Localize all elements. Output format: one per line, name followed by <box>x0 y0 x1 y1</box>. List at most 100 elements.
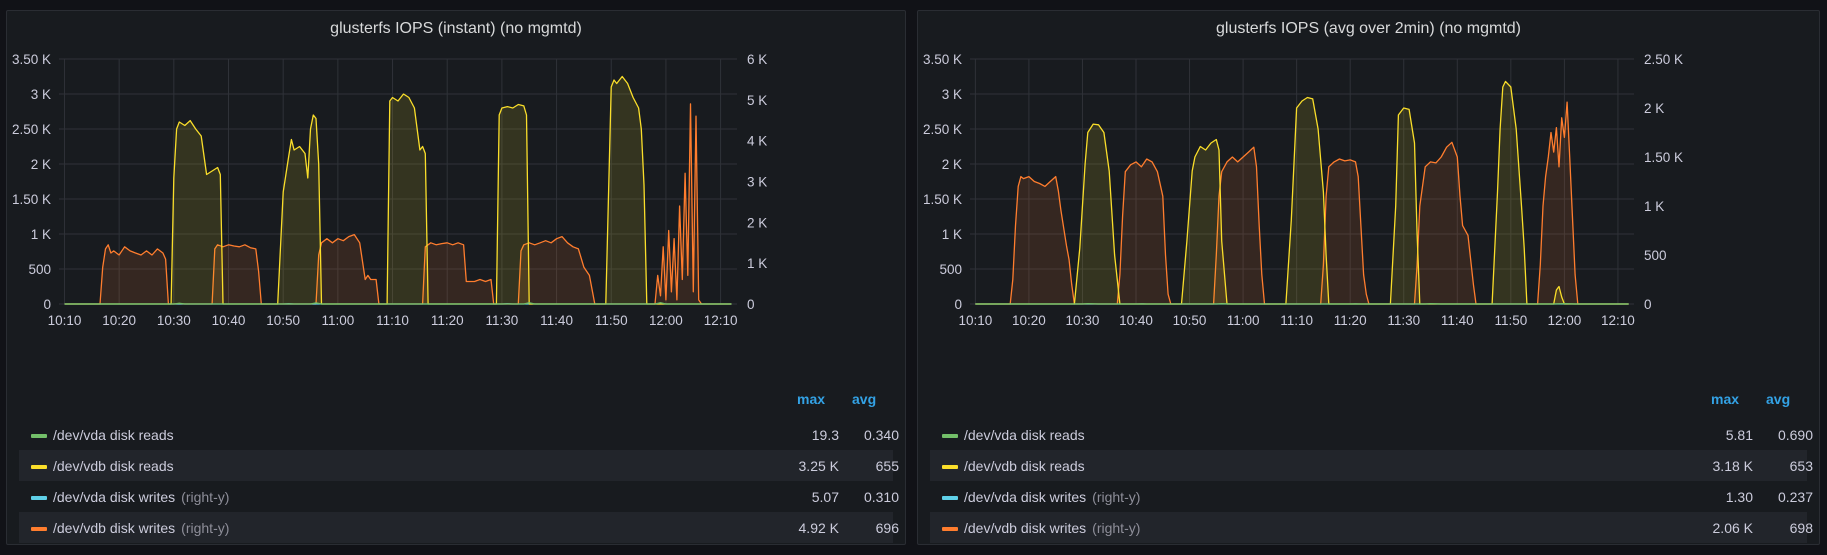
series-name: /dev/vdb disk writes (right-y) <box>53 520 229 536</box>
x-tick-label: 10:20 <box>1012 313 1046 328</box>
series-max: 1.30 <box>1725 489 1753 505</box>
x-tick-label: 11:00 <box>321 313 354 328</box>
series-swatch <box>31 496 47 500</box>
legend-row[interactable]: /dev/vda disk reads 5.81 0.690 <box>930 419 1813 450</box>
series-axis-label: (right-y) <box>1092 520 1141 536</box>
series-max: 5.07 <box>811 489 839 505</box>
x-tick-label: 12:00 <box>1547 313 1581 328</box>
y-right-tick-label: 1 K <box>747 256 767 271</box>
series-swatch <box>31 465 47 469</box>
y-left-tick-label: 0 <box>954 297 962 312</box>
legend-row[interactable]: /dev/vda disk reads 19.3 0.340 <box>19 419 899 450</box>
series-line[interactable] <box>64 103 732 305</box>
y-right-tick-label: 1 K <box>1644 199 1664 214</box>
x-tick-label: 12:10 <box>704 313 738 328</box>
series-max: 4.92 K <box>798 520 839 536</box>
series-name: /dev/vdb disk reads <box>53 458 174 474</box>
legend-row[interactable]: /dev/vdb disk writes (right-y) 4.92 K 696 <box>19 512 899 543</box>
legend: max avg /dev/vda disk reads 19.3 0.340 /… <box>19 391 899 543</box>
x-tick-label: 11:00 <box>1227 313 1260 328</box>
panel-title[interactable]: glusterfs IOPS (instant) (no mgmtd) <box>330 20 582 37</box>
series-swatch <box>942 465 958 469</box>
y-left-tick-label: 1 K <box>31 227 51 242</box>
x-tick-label: 12:10 <box>1601 313 1635 328</box>
panel-title[interactable]: glusterfs IOPS (avg over 2min) (no mgmtd… <box>1216 20 1521 37</box>
series-avg: 0.340 <box>863 427 899 443</box>
x-tick-label: 10:30 <box>1066 313 1100 328</box>
y-left-tick-label: 3 K <box>942 87 962 102</box>
x-tick-label: 10:20 <box>102 313 136 328</box>
y-right-tick-label: 2.50 K <box>1644 52 1683 67</box>
series-avg: 655 <box>875 458 899 474</box>
series-axis-label: (right-y) <box>1092 489 1141 505</box>
legend-avg-header[interactable]: avg <box>1766 391 1791 407</box>
x-tick-label: 11:30 <box>485 313 518 328</box>
series-area <box>64 76 732 304</box>
series-avg: 696 <box>875 520 899 536</box>
y-right-tick-label: 500 <box>1644 248 1667 263</box>
y-right-tick-label: 0 <box>747 297 755 312</box>
series-avg: 698 <box>1789 520 1813 536</box>
x-tick-label: 10:30 <box>157 313 191 328</box>
legend-row[interactable]: /dev/vdb disk reads 3.18 K 653 <box>930 450 1813 481</box>
x-tick-label: 10:10 <box>958 313 992 328</box>
legend-avg-header[interactable]: avg <box>852 391 877 407</box>
series-line[interactable] <box>975 80 1629 305</box>
y-right-tick-label: 2 K <box>1644 101 1664 116</box>
y-left-tick-label: 1 K <box>942 227 962 242</box>
x-tick-label: 10:50 <box>1173 313 1207 328</box>
x-tick-label: 11:40 <box>540 313 573 328</box>
legend-row[interactable]: /dev/vdb disk reads 3.25 K 655 <box>19 450 899 481</box>
y-right-tick-label: 3 K <box>747 175 767 190</box>
series-name: /dev/vdb disk writes (right-y) <box>964 520 1140 536</box>
y-right-tick-label: 5 K <box>747 93 767 108</box>
legend: max avg /dev/vda disk reads 5.81 0.690 /… <box>930 391 1813 543</box>
series-swatch <box>942 527 958 531</box>
y-right-tick-label: 4 K <box>747 134 767 149</box>
series-name: /dev/vda disk writes (right-y) <box>964 489 1140 505</box>
x-tick-label: 12:00 <box>649 313 683 328</box>
x-tick-label: 10:10 <box>48 313 82 328</box>
y-right-tick-label: 2 K <box>747 215 767 230</box>
x-tick-label: 11:10 <box>1280 313 1313 328</box>
chart-instant: 0 500 1 K 1.50 K 2 K 2.50 K 3 K 3.50 K 0 1 K 2 K 3 … <box>12 52 767 328</box>
series-avg: 0.237 <box>1777 489 1813 505</box>
y-left-tick-label: 2.50 K <box>12 122 51 137</box>
series-swatch <box>942 496 958 500</box>
series-area <box>64 103 732 305</box>
legend-max-header[interactable]: max <box>797 391 826 407</box>
y-right-tick-label: 0 <box>1644 297 1652 312</box>
y-left-tick-label: 2 K <box>942 157 962 172</box>
legend-row[interactable]: /dev/vda disk writes (right-y) 5.07 0.310 <box>19 481 899 512</box>
x-tick-label: 11:10 <box>376 313 409 328</box>
series-max: 5.81 <box>1725 427 1753 443</box>
legend-max-header[interactable]: max <box>1711 391 1740 407</box>
series-name: /dev/vda disk reads <box>53 427 174 443</box>
series-max: 19.3 <box>811 427 839 443</box>
y-left-tick-label: 3.50 K <box>12 52 51 67</box>
x-tick-label: 11:20 <box>1334 313 1367 328</box>
series-line[interactable] <box>64 75 732 305</box>
x-tick-label: 11:20 <box>431 313 464 328</box>
y-left-tick-label: 500 <box>28 262 51 277</box>
legend-header: max avg <box>930 391 1807 419</box>
y-right-tick-label: 1.50 K <box>1644 150 1683 165</box>
legend-row[interactable]: /dev/vda disk writes (right-y) 1.30 0.237 <box>930 481 1813 512</box>
panel-instant: glusterfs IOPS (instant) (no mgmtd) 0 500… <box>6 10 906 545</box>
y-left-tick-label: 3 K <box>31 87 51 102</box>
series-avg: 0.310 <box>863 489 899 505</box>
y-right-tick-label: 6 K <box>747 52 767 67</box>
series-label: /dev/vda disk writes <box>964 489 1087 505</box>
chart-avg-2min: 0 500 1 K 1.50 K 2 K 2.50 K 3 K 3.50 K 0 500 1 K 1.… <box>923 52 1683 328</box>
legend-row[interactable]: /dev/vdb disk writes (right-y) 2.06 K 698 <box>930 512 1813 543</box>
series-line[interactable] <box>64 302 732 305</box>
y-left-tick-label: 0 <box>43 297 51 312</box>
series-name: /dev/vda disk writes (right-y) <box>53 489 229 505</box>
legend-header: max avg <box>19 391 893 419</box>
panel-avg-2min: glusterfs IOPS (avg over 2min) (no mgmtd… <box>917 10 1820 545</box>
x-tick-label: 10:50 <box>266 313 300 328</box>
x-tick-label: 10:40 <box>1119 313 1153 328</box>
x-tick-label: 11:50 <box>595 313 628 328</box>
y-left-tick-label: 3.50 K <box>923 52 962 67</box>
y-left-tick-label: 1.50 K <box>923 192 962 207</box>
